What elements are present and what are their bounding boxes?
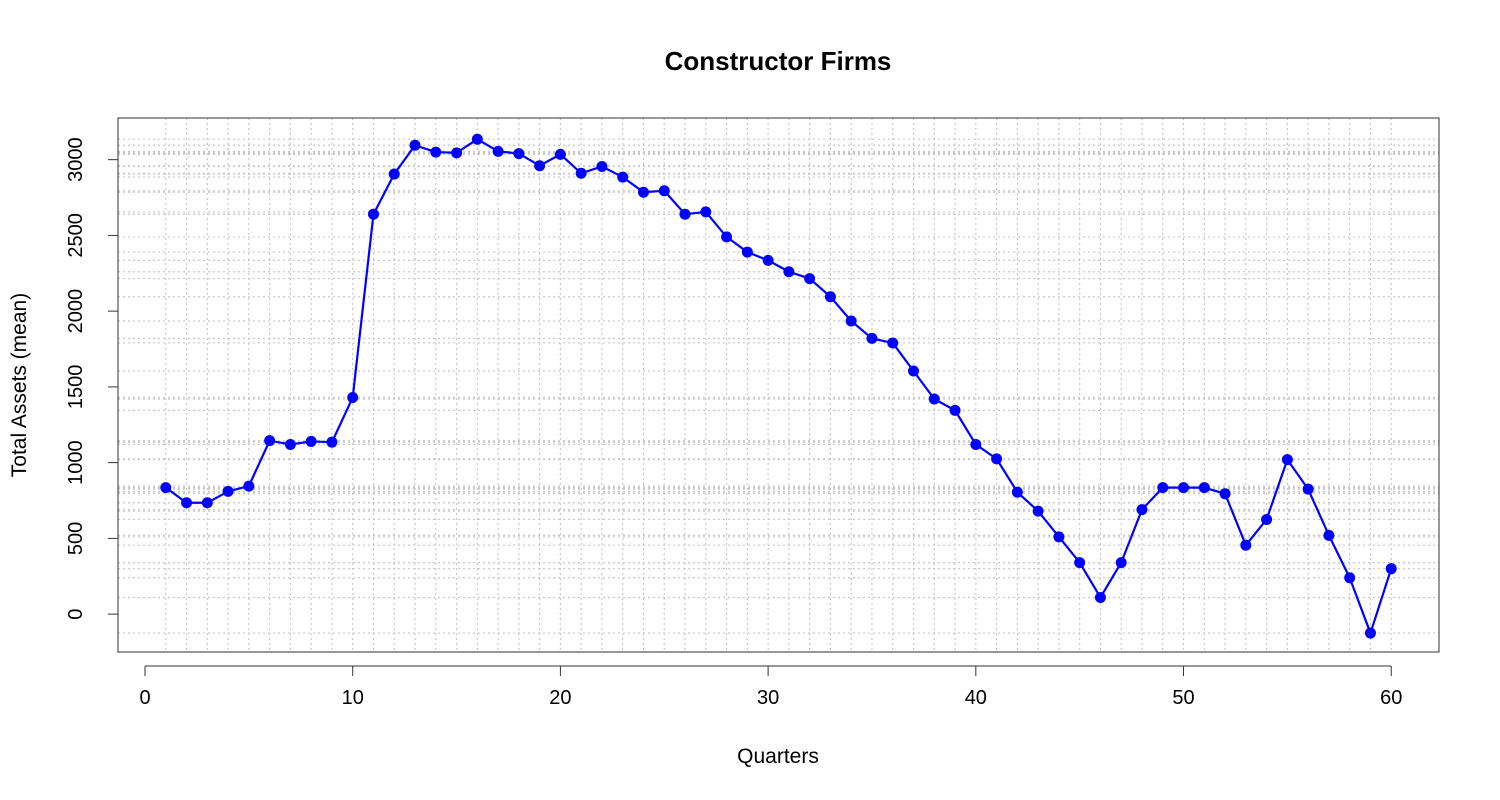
data-point <box>1011 486 1023 498</box>
data-point <box>617 171 629 183</box>
x-tick-label: 20 <box>549 687 571 709</box>
data-point <box>866 332 878 344</box>
x-tick-label: 40 <box>965 687 987 709</box>
data-point <box>492 145 504 157</box>
data-point <box>471 133 483 145</box>
y-tick-label: 2000 <box>65 289 87 334</box>
data-point <box>388 168 400 180</box>
data-point <box>160 482 172 494</box>
grid <box>118 118 1439 652</box>
data-point <box>222 485 234 497</box>
data-point <box>1344 572 1356 584</box>
data-point <box>1053 531 1065 543</box>
data-point <box>575 167 587 179</box>
data-point <box>762 254 774 266</box>
data-point <box>1261 513 1273 525</box>
data-point <box>264 435 276 447</box>
data-point <box>409 139 421 151</box>
data-point <box>1178 482 1190 494</box>
data-point <box>1219 488 1231 500</box>
x-tick-label: 10 <box>342 687 364 709</box>
data-point <box>534 160 546 172</box>
data-point <box>1198 482 1210 494</box>
series-line <box>165 138 1393 635</box>
data-point <box>1302 483 1314 495</box>
x-tick-label: 30 <box>757 687 779 709</box>
data-point <box>887 337 899 349</box>
data-point <box>970 438 982 450</box>
data-point <box>326 436 338 448</box>
data-point <box>1074 557 1086 569</box>
data-point <box>700 206 712 218</box>
data-point <box>451 147 463 159</box>
data-point <box>1032 505 1044 517</box>
axes: 0 10 20 30 40 50 60 0 500 1000 1500 2000 2500 3000 <box>65 137 1402 709</box>
y-tick-label: 500 <box>65 522 87 555</box>
data-point <box>305 435 317 447</box>
plot-frame <box>117 117 1440 653</box>
data-point <box>804 273 816 285</box>
data-point <box>991 453 1003 465</box>
y-tick-label: 1500 <box>65 365 87 410</box>
data-point <box>201 497 213 509</box>
data-point <box>928 393 940 405</box>
data-point <box>721 231 733 243</box>
x-tick-label: 0 <box>139 687 150 709</box>
x-tick-label: 60 <box>1380 687 1402 709</box>
data-point <box>824 291 836 303</box>
series <box>160 133 1397 639</box>
data-point <box>637 186 649 198</box>
data-point <box>1157 482 1169 494</box>
data-point <box>367 208 379 220</box>
x-axis-title: Quarters <box>737 745 819 768</box>
data-point <box>181 497 193 509</box>
data-point <box>513 148 525 160</box>
y-tick-label: 3000 <box>65 137 87 182</box>
data-point <box>949 404 961 416</box>
chart-title: Constructor Firms <box>665 46 892 76</box>
data-point <box>1094 591 1106 603</box>
data-point <box>347 391 359 403</box>
data-point <box>658 185 670 197</box>
data-point <box>554 148 566 160</box>
data-point <box>1136 504 1148 516</box>
data-point <box>243 480 255 492</box>
x-tick-label: 50 <box>1172 687 1194 709</box>
data-point <box>783 266 795 278</box>
y-axis-title: Total Assets (mean) <box>8 293 31 477</box>
data-point <box>1323 529 1335 541</box>
y-tick-label: 1000 <box>65 440 87 485</box>
y-tick-label: 0 <box>65 609 87 620</box>
data-point <box>1364 627 1376 639</box>
data-point <box>284 438 296 450</box>
y-tick-label: 2500 <box>65 213 87 257</box>
data-point <box>1115 557 1127 569</box>
data-point <box>741 246 753 258</box>
data-point <box>1281 454 1293 466</box>
data-point <box>1385 563 1397 575</box>
data-point <box>908 365 920 377</box>
data-point <box>679 208 691 220</box>
data-point <box>430 146 442 158</box>
data-point <box>1240 539 1252 551</box>
data-point <box>596 160 608 172</box>
data-point <box>845 315 857 327</box>
